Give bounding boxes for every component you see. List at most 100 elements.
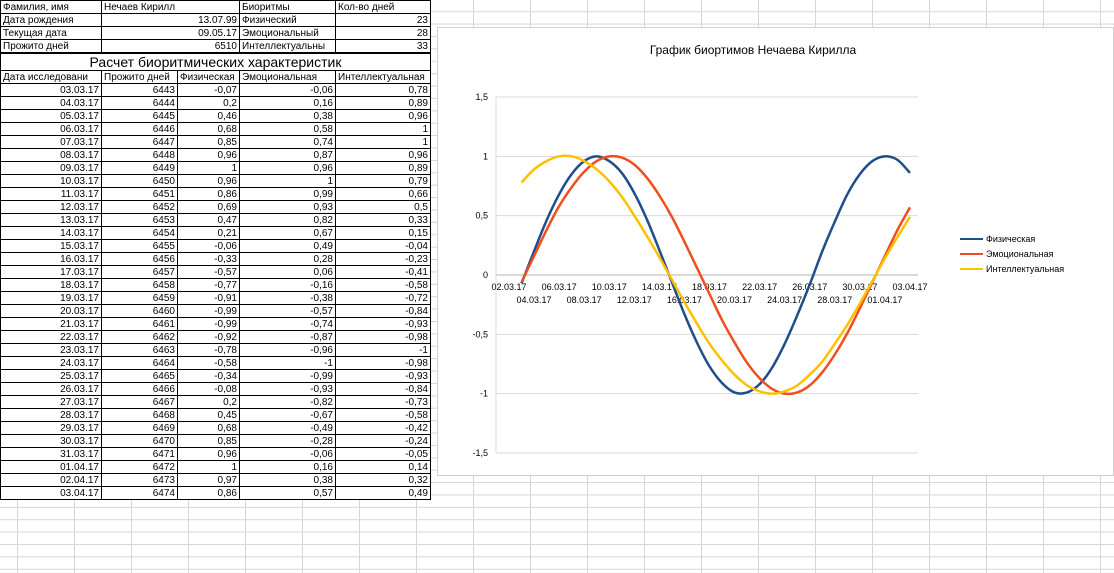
table-cell[interactable]: 08.03.17 [0, 148, 102, 162]
table-cell[interactable]: 6461 [101, 317, 178, 331]
table-cell[interactable]: 6456 [101, 252, 178, 266]
table-cell[interactable]: 0,99 [239, 187, 336, 201]
table-cell[interactable]: 17.03.17 [0, 265, 102, 279]
table-cell[interactable]: 31.03.17 [0, 447, 102, 461]
table-cell[interactable]: -0,42 [335, 421, 431, 435]
table-cell[interactable]: 16.03.17 [0, 252, 102, 266]
table-cell[interactable]: 0,66 [335, 187, 431, 201]
table-cell[interactable]: 0,38 [239, 109, 336, 123]
table-cell[interactable]: 0,2 [177, 395, 240, 409]
table-cell[interactable]: 03.03.17 [0, 83, 102, 97]
table-cell[interactable]: 06.03.17 [0, 122, 102, 136]
table-cell[interactable]: 0,15 [335, 226, 431, 240]
table-cell[interactable]: 0,68 [177, 421, 240, 435]
table-cell[interactable]: 24.03.17 [0, 356, 102, 370]
table-cell[interactable]: 0,82 [239, 213, 336, 227]
table-cell[interactable]: -0,07 [177, 83, 240, 97]
table-cell[interactable]: 0,96 [177, 148, 240, 162]
table-cell[interactable]: -0,91 [177, 291, 240, 305]
table-cell[interactable]: 6457 [101, 265, 178, 279]
table-cell[interactable]: 0,49 [335, 486, 431, 500]
info-cell-right-label[interactable]: Интеллектуальны [239, 39, 336, 53]
table-cell[interactable]: -0,05 [335, 447, 431, 461]
info-cell-label[interactable]: Прожито дней [0, 39, 102, 53]
info-cell-label[interactable]: Фамилия, имя [0, 0, 102, 14]
info-cell-right-label[interactable]: Биоритмы [239, 0, 336, 14]
table-cell[interactable]: 0,69 [177, 200, 240, 214]
table-cell[interactable]: 6449 [101, 161, 178, 175]
table-cell[interactable]: 6458 [101, 278, 178, 292]
table-cell[interactable]: 0,74 [239, 135, 336, 149]
table-cell[interactable]: 0,85 [177, 135, 240, 149]
table-cell[interactable]: -0,06 [239, 447, 336, 461]
table-cell[interactable]: 6463 [101, 343, 178, 357]
column-header[interactable]: Дата исследовани [0, 70, 102, 84]
table-cell[interactable]: -0,84 [335, 382, 431, 396]
table-cell[interactable]: 21.03.17 [0, 317, 102, 331]
table-cell[interactable]: -0,87 [239, 330, 336, 344]
table-cell[interactable]: 6469 [101, 421, 178, 435]
table-cell[interactable]: 6446 [101, 122, 178, 136]
table-cell[interactable]: 6464 [101, 356, 178, 370]
info-cell-right-value[interactable]: 23 [335, 13, 431, 27]
table-cell[interactable]: -0,77 [177, 278, 240, 292]
table-cell[interactable]: 04.03.17 [0, 96, 102, 110]
table-cell[interactable]: 07.03.17 [0, 135, 102, 149]
table-cell[interactable]: -0,84 [335, 304, 431, 318]
table-cell[interactable]: 05.03.17 [0, 109, 102, 123]
table-cell[interactable]: 6453 [101, 213, 178, 227]
table-cell[interactable]: 6455 [101, 239, 178, 253]
table-cell[interactable]: -0,96 [239, 343, 336, 357]
table-cell[interactable]: 29.03.17 [0, 421, 102, 435]
table-cell[interactable]: 6468 [101, 408, 178, 422]
table-cell[interactable]: -0,57 [239, 304, 336, 318]
table-cell[interactable]: 6452 [101, 200, 178, 214]
table-cell[interactable]: -0,58 [335, 408, 431, 422]
table-cell[interactable]: 28.03.17 [0, 408, 102, 422]
table-cell[interactable]: 0,47 [177, 213, 240, 227]
table-cell[interactable]: 18.03.17 [0, 278, 102, 292]
table-cell[interactable]: -0,93 [335, 369, 431, 383]
table-cell[interactable]: 1 [177, 460, 240, 474]
table-cell[interactable]: 12.03.17 [0, 200, 102, 214]
table-cell[interactable]: 0,16 [239, 460, 336, 474]
table-cell[interactable]: 6450 [101, 174, 178, 188]
table-cell[interactable]: -0,78 [177, 343, 240, 357]
table-cell[interactable]: 0,96 [177, 447, 240, 461]
table-cell[interactable]: -0,49 [239, 421, 336, 435]
table-cell[interactable]: 19.03.17 [0, 291, 102, 305]
table-cell[interactable]: 10.03.17 [0, 174, 102, 188]
table-cell[interactable]: 6471 [101, 447, 178, 461]
table-cell[interactable]: -0,28 [239, 434, 336, 448]
table-cell[interactable]: 6451 [101, 187, 178, 201]
table-cell[interactable]: -0,98 [335, 356, 431, 370]
table-cell[interactable]: 0,89 [335, 96, 431, 110]
table-cell[interactable]: 1 [239, 174, 336, 188]
table-cell[interactable]: 6443 [101, 83, 178, 97]
table-cell[interactable]: -0,93 [239, 382, 336, 396]
column-header[interactable]: Интеллектуальная [335, 70, 431, 84]
info-cell-value[interactable]: Нечаев Кирилл [101, 0, 240, 14]
table-cell[interactable]: -0,72 [335, 291, 431, 305]
table-cell[interactable]: 02.04.17 [0, 473, 102, 487]
table-cell[interactable]: 30.03.17 [0, 434, 102, 448]
table-cell[interactable]: 0,28 [239, 252, 336, 266]
table-cell[interactable]: 22.03.17 [0, 330, 102, 344]
table-cell[interactable]: 0,2 [177, 96, 240, 110]
info-cell-right-value[interactable]: Кол-во дней [335, 0, 431, 14]
info-cell-right-label[interactable]: Эмоциональный [239, 26, 336, 40]
column-header[interactable]: Физическая [177, 70, 240, 84]
info-cell-value[interactable]: 6510 [101, 39, 240, 53]
table-cell[interactable]: 0,78 [335, 83, 431, 97]
table-cell[interactable]: -0,92 [177, 330, 240, 344]
table-cell[interactable]: -0,06 [177, 239, 240, 253]
table-cell[interactable]: 14.03.17 [0, 226, 102, 240]
table-title[interactable]: Расчет биоритмических характеристик [0, 53, 431, 71]
table-cell[interactable]: -0,06 [239, 83, 336, 97]
table-cell[interactable]: -0,58 [335, 278, 431, 292]
table-cell[interactable]: -0,24 [335, 434, 431, 448]
table-cell[interactable]: 6459 [101, 291, 178, 305]
table-cell[interactable]: -0,34 [177, 369, 240, 383]
table-cell[interactable]: -0,57 [177, 265, 240, 279]
table-cell[interactable]: 0,93 [239, 200, 336, 214]
